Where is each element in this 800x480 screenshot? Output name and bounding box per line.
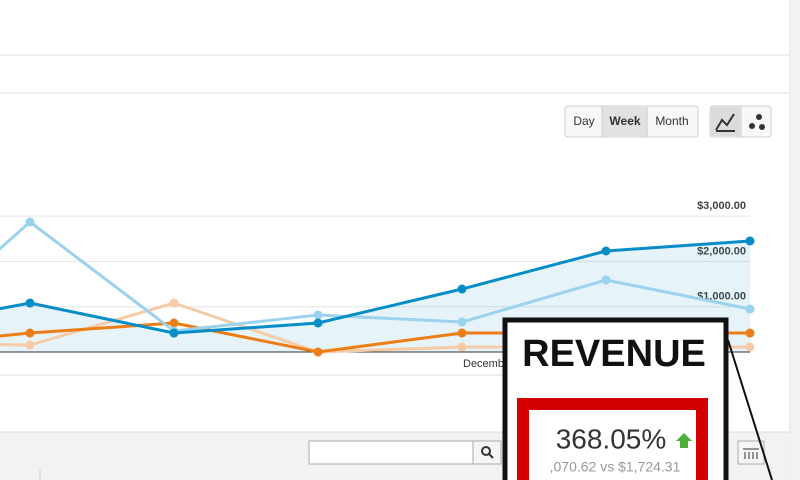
- data-point: [169, 328, 179, 338]
- data-point: [25, 328, 35, 338]
- columns-icon: [743, 448, 759, 459]
- x-tick-label: December: [463, 358, 514, 370]
- data-point: [457, 328, 467, 338]
- line-icon: [715, 113, 735, 132]
- search-button[interactable]: [472, 440, 502, 465]
- data-point: [313, 347, 323, 357]
- data-point: [601, 275, 611, 285]
- highlight-box: [517, 398, 708, 480]
- week-button[interactable]: Week: [609, 114, 640, 128]
- search-input[interactable]: [308, 440, 474, 465]
- scrollbar: [791, 0, 800, 480]
- up-arrow: [676, 433, 692, 448]
- data-point: [25, 298, 35, 308]
- data-point: [745, 304, 755, 314]
- data-point: [25, 217, 35, 227]
- day-button[interactable]: Day: [573, 114, 594, 128]
- search-icon: [481, 446, 491, 456]
- interval-toggle: Day Week Month: [564, 105, 699, 138]
- data-point: [169, 298, 179, 308]
- data-point: [457, 284, 467, 294]
- pointer-line: [727, 339, 773, 480]
- month-button[interactable]: Month: [655, 114, 688, 128]
- data-point: [25, 340, 35, 350]
- chart-type-toggle: [709, 105, 772, 138]
- data-point: [601, 246, 611, 256]
- search-icon: [488, 453, 494, 459]
- data-point: [745, 328, 755, 338]
- dot-icon[interactable]: [749, 123, 755, 129]
- dot-icon: [756, 114, 762, 120]
- y-tick-label: $2,000.00: [697, 245, 746, 257]
- data-point: [313, 318, 323, 328]
- data-point: [457, 342, 467, 352]
- y-tick-label: $3,000.00: [697, 200, 746, 212]
- change-percent: 368.05%: [556, 423, 667, 454]
- data-point: [457, 317, 467, 327]
- active-button[interactable]: [602, 107, 647, 136]
- callout-title: REVENUE: [522, 333, 706, 375]
- data-point: [745, 342, 755, 352]
- data-point: [169, 318, 179, 328]
- data-point: [313, 310, 323, 320]
- comparison: ,070.62 vs $1,724.31: [550, 459, 681, 475]
- data-point: [745, 236, 755, 246]
- callout: REVENUE 368.05% ,070.62 vs $1,724.31: [502, 317, 773, 480]
- dot-icon: [759, 124, 765, 130]
